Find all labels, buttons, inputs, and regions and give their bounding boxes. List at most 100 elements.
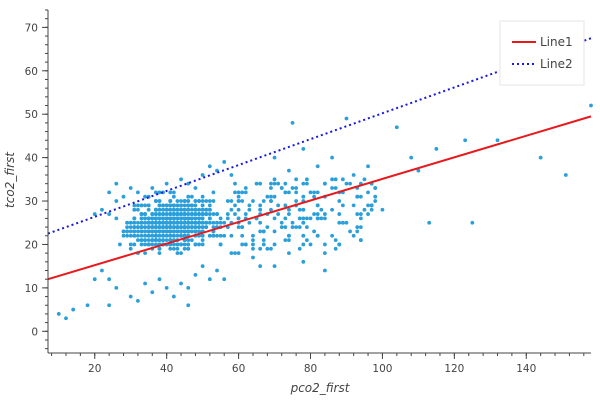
scatter-point [200, 173, 205, 177]
scatter-point [229, 251, 234, 256]
scatter-point [161, 216, 165, 221]
scatter-point [333, 186, 338, 190]
scatter-point [301, 194, 306, 199]
scatter-point [265, 194, 270, 199]
scatter-point [175, 220, 180, 225]
scatter-point [261, 242, 266, 247]
scatter-point [136, 238, 140, 243]
scatter-point [589, 103, 593, 108]
scatter-point [171, 194, 176, 199]
scatter-point [348, 229, 352, 234]
scatter-point [146, 216, 151, 221]
scatter-point [136, 225, 140, 229]
scatter-point [121, 233, 126, 238]
scatter-point [290, 220, 295, 225]
scatter-point [229, 173, 234, 177]
scatter-point [143, 233, 147, 238]
scatter-point [355, 225, 360, 229]
scatter-point [200, 212, 205, 216]
scatter-point [215, 233, 219, 238]
scatter-point [146, 242, 151, 247]
scatter-point [294, 199, 299, 203]
scatter-point [297, 216, 302, 221]
scatter-point [276, 203, 281, 208]
scatter-point [243, 212, 248, 216]
scatter-point [179, 220, 183, 225]
scatter-point [283, 181, 288, 186]
x-tick-label: 140 [516, 363, 536, 375]
scatter-point [333, 246, 338, 251]
scatter-point [358, 238, 363, 243]
scatter-point [463, 138, 468, 143]
scatter-point [171, 242, 176, 247]
scatter-point [240, 190, 245, 195]
scatter-point [243, 190, 248, 195]
legend-label-line1: Line1 [540, 35, 573, 49]
scatter-point [233, 212, 237, 216]
scatter-point [153, 207, 158, 212]
scatter-point [182, 233, 187, 238]
scatter-point [139, 216, 144, 221]
scatter-point [283, 190, 288, 195]
scatter-point [157, 199, 162, 203]
scatter-point [265, 225, 270, 229]
scatter-point [182, 212, 187, 216]
scatter-point [143, 225, 147, 229]
scatter-point [150, 233, 155, 238]
scatter-point [207, 220, 212, 225]
scatter-point [168, 246, 173, 251]
scatter-point [146, 225, 151, 229]
scatter-point [218, 216, 223, 221]
scatter-point [308, 190, 313, 195]
scatter-point [240, 233, 245, 238]
scatter-point [330, 233, 334, 238]
scatter-point [92, 277, 97, 282]
scatter-point [193, 207, 198, 212]
scatter-point [186, 285, 191, 290]
scatter-point [186, 199, 191, 203]
scatter-point [143, 216, 147, 221]
scatter-point [186, 303, 191, 308]
scatter-point [290, 120, 295, 125]
scatter-point [283, 203, 288, 208]
scatter-point [366, 212, 370, 216]
scatter-point [312, 194, 317, 199]
scatter-point [179, 177, 183, 182]
scatter-point [168, 238, 173, 243]
scatter-point [150, 220, 155, 225]
scatter-point [322, 242, 327, 247]
scatter-point [153, 238, 158, 243]
y-tick-label: 30 [25, 196, 38, 208]
scatter-point [204, 225, 209, 229]
scatter-point [189, 194, 194, 199]
scatter-point [322, 212, 327, 216]
scatter-point [128, 246, 133, 251]
scatter-point [215, 220, 219, 225]
scatter-point [186, 216, 191, 221]
legend-box [499, 20, 585, 86]
scatter-point [168, 233, 173, 238]
scatter-point [287, 233, 291, 238]
scatter-point [330, 186, 334, 190]
scatter-point [315, 216, 320, 221]
scatter-point [211, 225, 216, 229]
scatter-point [150, 238, 155, 243]
scatter-points [56, 103, 593, 321]
scatter-point [189, 238, 194, 243]
scatter-point [355, 229, 360, 234]
y-tick-label: 40 [25, 153, 38, 165]
scatter-point [161, 229, 165, 234]
x-tick-label: 20 [88, 363, 101, 375]
scatter-point [171, 212, 176, 216]
scatter-point [157, 220, 162, 225]
scatter-point [340, 177, 345, 182]
scatter-point [153, 242, 158, 247]
scatter-point [186, 246, 191, 251]
scatter-point [193, 225, 198, 229]
scatter-point [225, 212, 230, 216]
scatter-point [139, 225, 144, 229]
scatter-point [297, 225, 302, 229]
scatter-point [287, 238, 291, 243]
scatter-point [164, 233, 169, 238]
scatter-point [150, 225, 155, 229]
